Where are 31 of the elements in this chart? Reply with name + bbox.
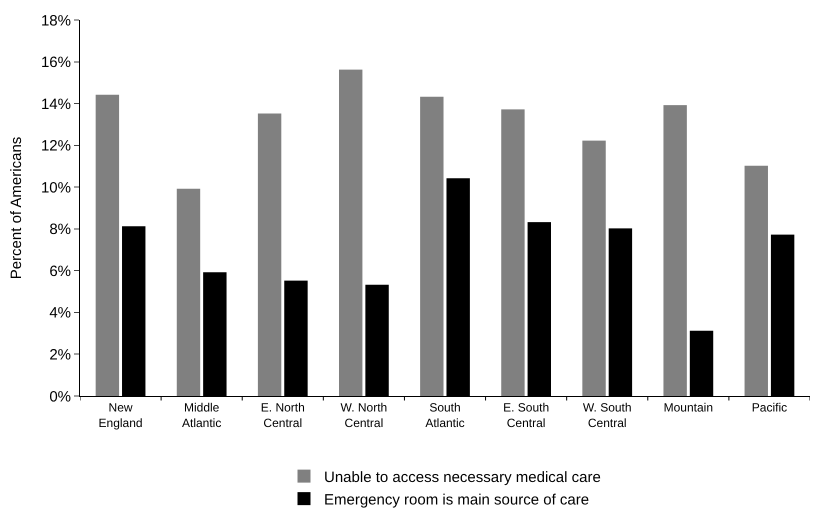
bar <box>96 94 120 396</box>
x-tick-label: Mountain <box>664 400 714 414</box>
y-tick-label: 18% <box>40 12 71 30</box>
x-tick-label: W. South Central <box>582 400 632 430</box>
bar <box>339 70 362 396</box>
legend-label: Unable to access necessary medical care <box>324 469 601 486</box>
bar <box>176 188 200 396</box>
bar <box>258 114 282 396</box>
x-tick-label: E. North Central <box>260 400 305 430</box>
x-tick-label: New England <box>98 400 143 430</box>
x-tick-label: Pacific <box>752 400 788 414</box>
bar <box>501 109 525 396</box>
y-axis-title: Percent of Americans <box>8 136 26 280</box>
bar <box>744 166 768 396</box>
bar <box>420 96 444 396</box>
bar <box>582 140 606 396</box>
x-tick-label: Middle Atlantic <box>182 400 222 430</box>
legend-label: Emergency room is main source of care <box>324 492 590 509</box>
x-tick-label: South Atlantic <box>425 400 465 430</box>
y-tick-label: 4% <box>49 304 71 322</box>
x-tick-label: E. South Central <box>503 400 550 430</box>
bar <box>663 105 687 396</box>
y-tick-label: 0% <box>49 388 71 406</box>
y-tick-label: 2% <box>49 346 71 364</box>
y-tick-label: 8% <box>49 221 71 238</box>
y-tick-label: 6% <box>49 262 71 280</box>
y-tick-label: 10% <box>40 179 71 196</box>
y-tick-label: 14% <box>40 96 71 113</box>
y-tick-label: 16% <box>40 54 71 72</box>
y-tick-label: 12% <box>40 138 71 155</box>
x-tick-label: W. North Central <box>340 400 388 430</box>
